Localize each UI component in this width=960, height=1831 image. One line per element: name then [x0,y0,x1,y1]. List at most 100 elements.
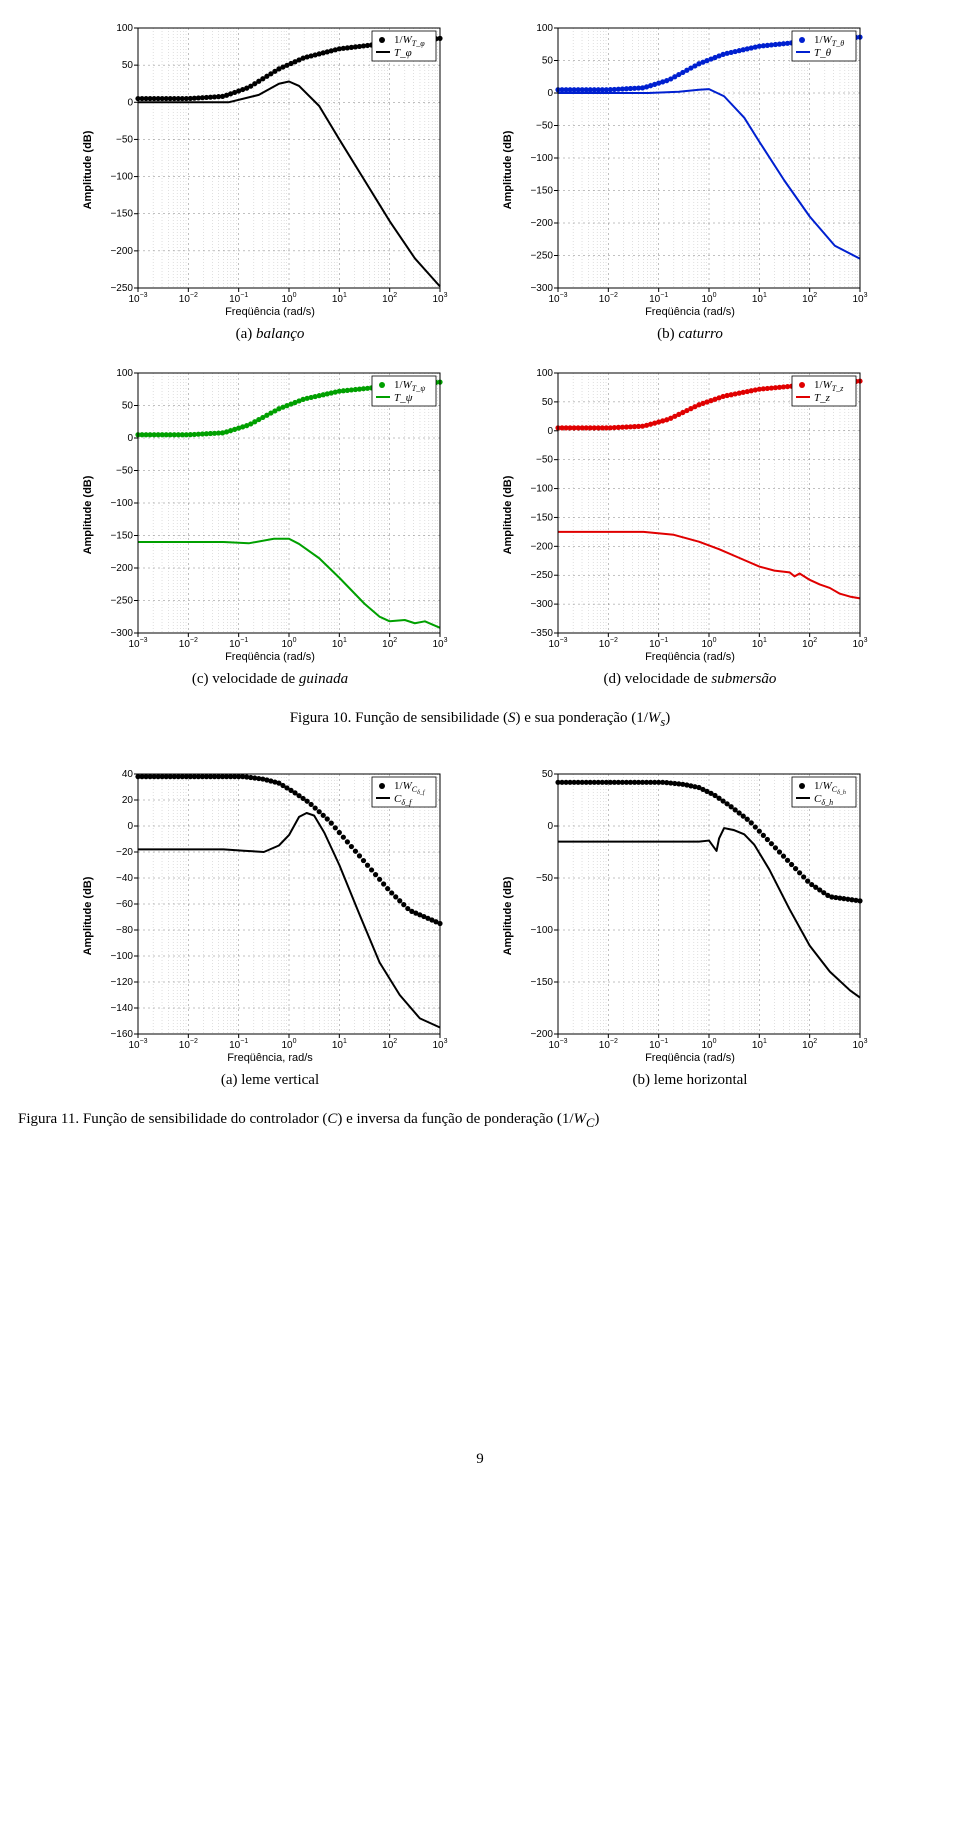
xlabel: Freqüência, rad/s [90,1052,450,1064]
svg-text:50: 50 [122,60,134,71]
panel-a: 10−310−210−1100101102103−250−200−150−100… [90,20,450,361]
svg-text:10−1: 10−1 [229,292,248,305]
subcap-e: (a) leme vertical [221,1072,319,1089]
svg-text:−250: −250 [530,251,553,262]
svg-text:0: 0 [547,821,553,832]
svg-text:−150: −150 [110,531,133,542]
ylabel: Amplitude (dB) [82,476,94,555]
svg-text:10−1: 10−1 [229,1038,248,1051]
ylabel: Amplitude (dB) [502,877,514,956]
svg-text:100: 100 [281,292,296,305]
svg-text:−100: −100 [110,498,133,509]
svg-text:103: 103 [432,1038,447,1051]
svg-text:103: 103 [852,292,867,305]
svg-text:100: 100 [281,637,296,650]
svg-text:−120: −120 [110,977,133,988]
svg-text:0: 0 [547,88,553,99]
svg-text:−100: −100 [530,484,553,495]
xlabel: Freqüência (rad/s) [510,1052,870,1064]
svg-text:10−2: 10−2 [599,292,618,305]
plot-a: 10−310−210−1100101102103−250−200−150−100… [90,20,450,320]
svg-text:0: 0 [127,433,133,444]
xlabel: Freqüência (rad/s) [90,651,450,663]
svg-text:−50: −50 [116,466,133,477]
svg-text:−160: −160 [110,1029,133,1040]
svg-text:−100: −100 [530,925,553,936]
svg-text:102: 102 [382,637,397,650]
svg-text:10−2: 10−2 [599,637,618,650]
svg-text:100: 100 [701,292,716,305]
svg-text:−150: −150 [530,977,553,988]
subcap-d: (d) velocidade de submersão [604,671,777,688]
svg-text:10−2: 10−2 [179,292,198,305]
svg-text:10−2: 10−2 [179,637,198,650]
svg-text:−60: −60 [116,899,133,910]
svg-text:100: 100 [116,368,133,379]
svg-text:−100: −100 [530,153,553,164]
svg-text:101: 101 [332,1038,347,1051]
svg-text:101: 101 [332,637,347,650]
svg-text:103: 103 [432,292,447,305]
row-2: 10−310−210−1100101102103−300−250−200−150… [0,365,960,706]
svg-text:50: 50 [542,397,554,408]
svg-text:−20: −20 [116,847,133,858]
svg-text:T_ψ: T_ψ [394,392,413,404]
svg-text:−350: −350 [530,628,553,639]
ylabel: Amplitude (dB) [82,877,94,956]
svg-text:−250: −250 [110,596,133,607]
svg-text:−80: −80 [116,925,133,936]
svg-text:101: 101 [332,292,347,305]
svg-text:50: 50 [542,56,554,67]
svg-text:−150: −150 [530,186,553,197]
svg-text:−300: −300 [530,599,553,610]
svg-text:−300: −300 [530,283,553,294]
svg-text:10−2: 10−2 [179,1038,198,1051]
svg-text:101: 101 [752,1038,767,1051]
plot-d: 10−310−210−1100101102103−350−300−250−200… [510,365,870,665]
row-3: 10−310−210−1100101102103−160−140−120−100… [0,766,960,1107]
plot-b: 10−310−210−1100101102103−300−250−200−150… [510,20,870,320]
svg-text:−50: −50 [536,455,553,466]
svg-text:100: 100 [536,368,553,379]
svg-text:−140: −140 [110,1003,133,1014]
svg-text:100: 100 [701,1038,716,1051]
svg-text:T_φ: T_φ [394,47,412,59]
caption-fig10: Figura 10. Função de sensibilidade (S) e… [0,710,960,730]
panel-e: 10−310−210−1100101102103−160−140−120−100… [90,766,450,1107]
svg-text:−100: −100 [110,951,133,962]
svg-text:103: 103 [432,637,447,650]
svg-text:0: 0 [127,821,133,832]
svg-text:10−1: 10−1 [649,292,668,305]
svg-text:102: 102 [802,292,817,305]
svg-text:−200: −200 [530,541,553,552]
svg-text:101: 101 [752,292,767,305]
svg-text:−300: −300 [110,628,133,639]
xlabel: Freqüência (rad/s) [90,306,450,318]
svg-text:−200: −200 [110,246,133,257]
svg-text:10−1: 10−1 [649,1038,668,1051]
svg-text:102: 102 [802,637,817,650]
svg-text:0: 0 [127,97,133,108]
svg-text:101: 101 [752,637,767,650]
caption-fig11: Figura 11. Função de sensibilidade do co… [0,1111,960,1131]
subcap-a: (a) balanço [236,326,305,343]
svg-text:102: 102 [382,1038,397,1051]
ylabel: Amplitude (dB) [502,476,514,555]
plot-c: 10−310−210−1100101102103−300−250−200−150… [90,365,450,665]
subcap-f: (b) leme horizontal [633,1072,748,1089]
svg-text:100: 100 [116,23,133,34]
panel-d: 10−310−210−1100101102103−350−300−250−200… [510,365,870,706]
svg-text:−200: −200 [530,218,553,229]
svg-text:50: 50 [122,401,134,412]
svg-text:−100: −100 [110,172,133,183]
svg-text:T_z: T_z [814,392,831,404]
svg-text:100: 100 [281,1038,296,1051]
svg-text:100: 100 [701,637,716,650]
plot-e: 10−310−210−1100101102103−160−140−120−100… [90,766,450,1066]
svg-text:0: 0 [547,426,553,437]
subcap-b: (b) caturro [657,326,723,343]
svg-text:−250: −250 [110,283,133,294]
svg-text:−50: −50 [116,134,133,145]
svg-text:−50: −50 [536,121,553,132]
svg-text:40: 40 [122,769,134,780]
